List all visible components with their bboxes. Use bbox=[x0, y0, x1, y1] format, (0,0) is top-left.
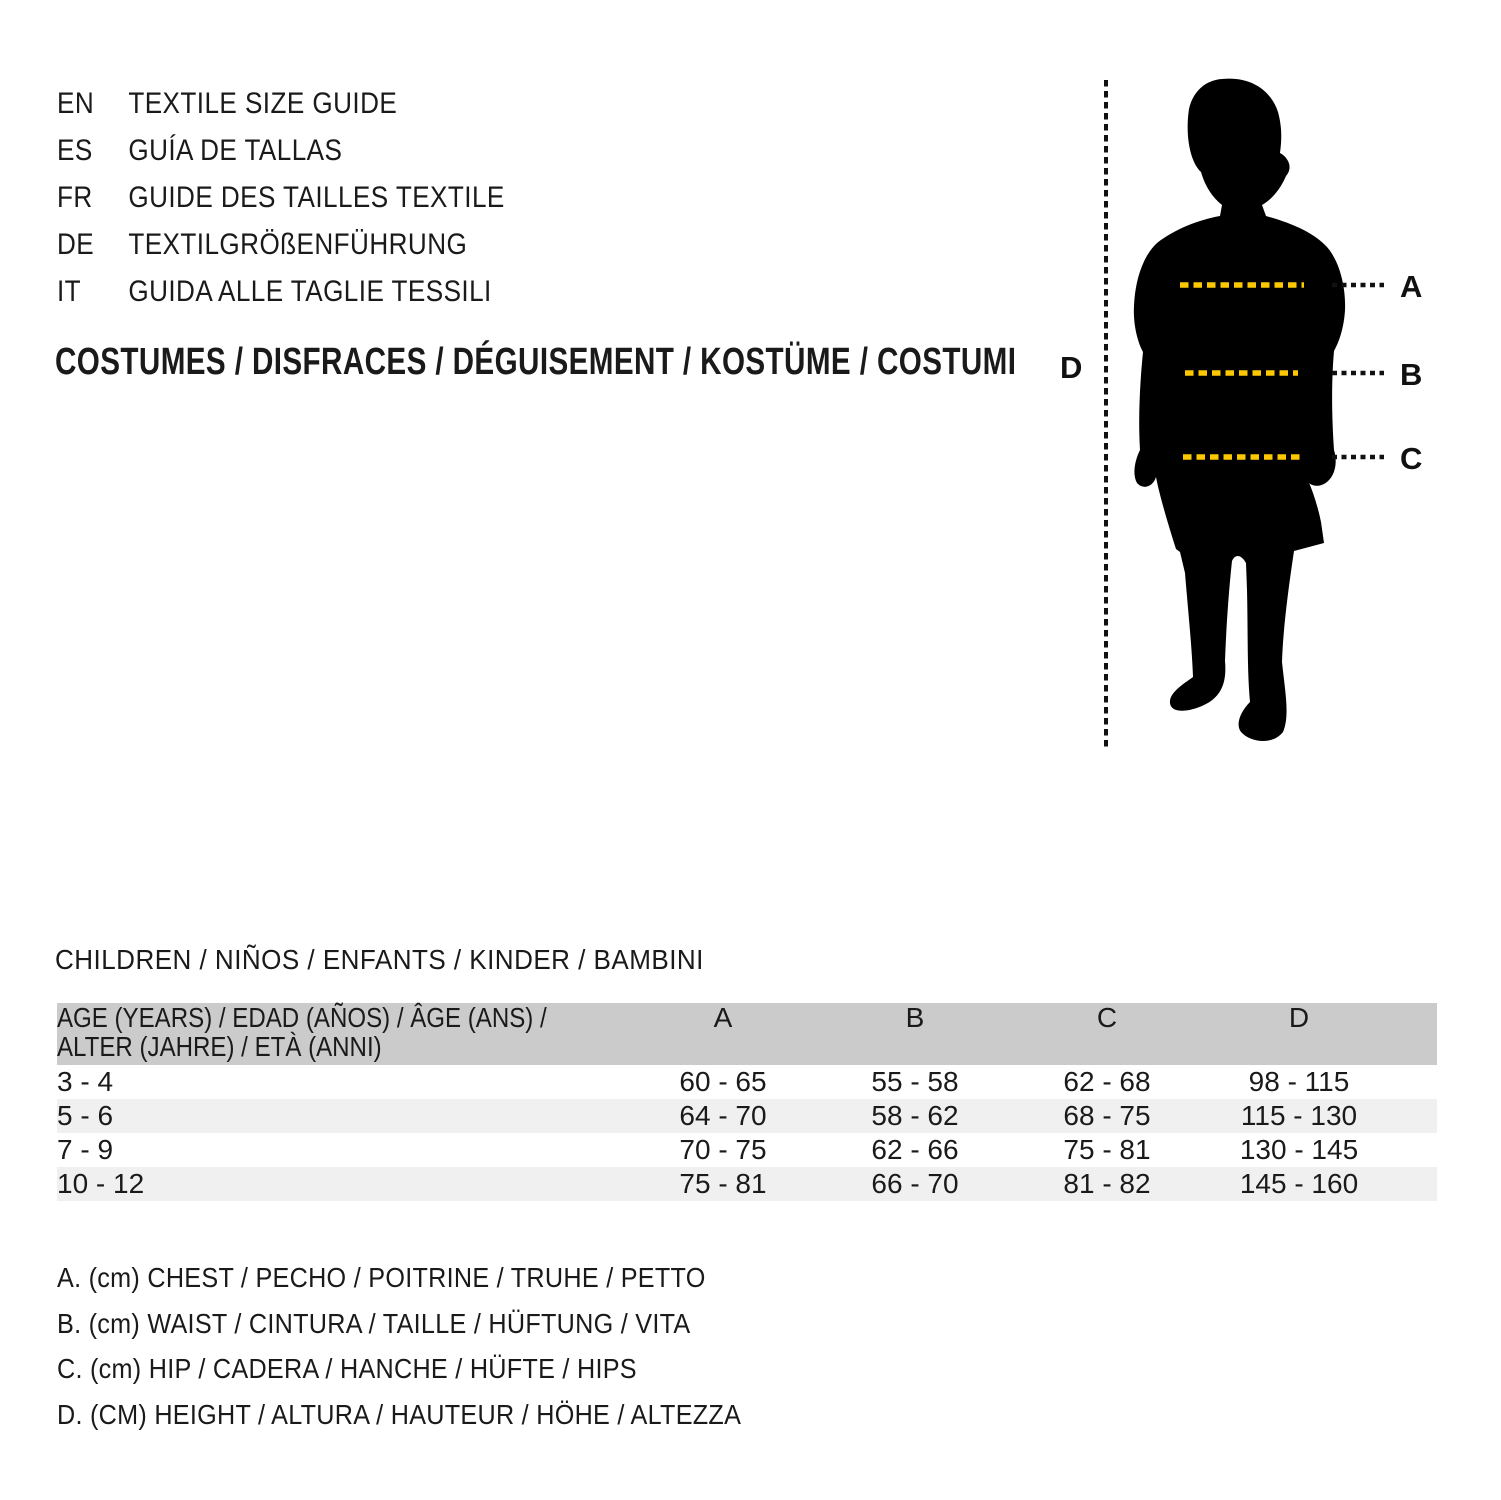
measurement-legend: A. (cm) CHEST / PECHO / POITRINE / TRUHE… bbox=[57, 1255, 817, 1437]
language-title: GUIDE DES TAILLES TEXTILE bbox=[128, 181, 505, 214]
hip-range: 62 - 68 bbox=[1063, 1066, 1151, 1097]
language-row-it: IT GUIDA ALLE TAGLIE TESSILI bbox=[57, 268, 505, 315]
legend-chest: A. (cm) CHEST / PECHO / POITRINE / TRUHE… bbox=[57, 1262, 706, 1293]
language-row-de: DE TEXTILGRÖßENFÜHRUNG bbox=[57, 221, 505, 268]
height-range: 145 - 160 bbox=[1239, 1168, 1359, 1199]
language-title: TEXTILE SIZE GUIDE bbox=[128, 87, 398, 120]
age-value: 7 - 9 bbox=[57, 1134, 114, 1165]
header-spacer bbox=[1395, 1003, 1437, 1065]
table-row: 7 - 9 70 - 75 62 - 66 75 - 81 130 - 145 bbox=[57, 1133, 1437, 1167]
legend-waist: B. (cm) WAIST / CINTURA / TAILLE / HÜFTU… bbox=[57, 1307, 691, 1339]
waist-range: 66 - 70 bbox=[871, 1168, 959, 1199]
column-header-a: A bbox=[713, 1002, 733, 1033]
waist-label-b: B bbox=[1400, 357, 1422, 392]
table-row: 3 - 4 60 - 65 55 - 58 62 - 68 98 - 115 bbox=[57, 1065, 1437, 1099]
chest-range: 60 - 65 bbox=[679, 1066, 767, 1097]
column-header-d: D bbox=[1288, 1002, 1310, 1033]
language-code: EN bbox=[57, 87, 95, 120]
table-row: 10 - 12 75 - 81 66 - 70 81 - 82 145 - 16… bbox=[57, 1167, 1437, 1201]
language-row-fr: FR GUIDE DES TAILLES TEXTILE bbox=[57, 174, 505, 221]
chest-range: 75 - 81 bbox=[679, 1168, 767, 1199]
height-range: 115 - 130 bbox=[1240, 1100, 1358, 1131]
row-spacer bbox=[1395, 1133, 1437, 1167]
category-headline: COSTUMES / DISFRACES / DÉGUISEMENT / KOS… bbox=[55, 341, 1017, 383]
children-size-table: AGE (YEARS) / EDAD (AÑOS) / ÂGE (ANS) / … bbox=[57, 1003, 1437, 1201]
waist-range: 58 - 62 bbox=[871, 1100, 959, 1131]
height-label-d: D bbox=[1060, 350, 1082, 385]
age-value: 5 - 6 bbox=[57, 1100, 114, 1131]
language-code: FR bbox=[57, 181, 93, 214]
column-header-b: B bbox=[905, 1002, 925, 1033]
row-spacer bbox=[1395, 1167, 1437, 1201]
height-range: 98 - 115 bbox=[1248, 1066, 1350, 1097]
child-silhouette-icon bbox=[1133, 78, 1346, 742]
legend-hip: C. (cm) HIP / CADERA / HANCHE / HÜFTE / … bbox=[57, 1353, 637, 1384]
table-row: 5 - 6 64 - 70 58 - 62 68 - 75 115 - 130 bbox=[57, 1099, 1437, 1133]
table-header-row: AGE (YEARS) / EDAD (AÑOS) / ÂGE (ANS) / … bbox=[57, 1003, 1437, 1065]
waist-range: 55 - 58 bbox=[871, 1066, 959, 1097]
chest-label-a: A bbox=[1400, 269, 1422, 304]
age-header-line1: AGE (YEARS) / EDAD (AÑOS) / ÂGE (ANS) / bbox=[57, 1002, 547, 1033]
measurement-figure: D A B C bbox=[1060, 78, 1422, 748]
column-header-c: C bbox=[1096, 1002, 1118, 1033]
language-list: EN TEXTILE SIZE GUIDE ES GUÍA DE TALLAS … bbox=[57, 80, 505, 315]
language-title: GUÍA DE TALLAS bbox=[128, 134, 343, 167]
language-row-es: ES GUÍA DE TALLAS bbox=[57, 127, 505, 174]
hip-range: 68 - 75 bbox=[1063, 1100, 1151, 1131]
chest-range: 64 - 70 bbox=[679, 1100, 767, 1131]
age-header-line2: ALTER (JAHRE) / ETÀ (ANNI) bbox=[57, 1031, 382, 1062]
height-range: 130 - 145 bbox=[1239, 1134, 1359, 1165]
language-code: IT bbox=[57, 275, 82, 308]
language-title: GUIDA ALLE TAGLIE TESSILI bbox=[128, 275, 492, 308]
language-code: DE bbox=[57, 228, 95, 261]
age-value: 10 - 12 bbox=[57, 1168, 145, 1199]
language-row-en: EN TEXTILE SIZE GUIDE bbox=[57, 80, 505, 127]
hip-label-c: C bbox=[1400, 441, 1422, 476]
children-section-title: CHILDREN / NIÑOS / ENFANTS / KINDER / BA… bbox=[55, 944, 704, 975]
language-title: TEXTILGRÖßENFÜHRUNG bbox=[128, 228, 468, 261]
age-column-header: AGE (YEARS) / EDAD (AÑOS) / ÂGE (ANS) / … bbox=[57, 1003, 627, 1065]
hip-range: 75 - 81 bbox=[1063, 1134, 1151, 1165]
legend-height: D. (CM) HEIGHT / ALTURA / HAUTEUR / HÖHE… bbox=[57, 1398, 742, 1430]
language-code: ES bbox=[57, 134, 93, 167]
hip-range: 81 - 82 bbox=[1063, 1168, 1151, 1199]
age-value: 3 - 4 bbox=[57, 1066, 114, 1097]
row-spacer bbox=[1395, 1099, 1437, 1133]
waist-range: 62 - 66 bbox=[871, 1134, 959, 1165]
chest-range: 70 - 75 bbox=[679, 1134, 767, 1165]
row-spacer bbox=[1395, 1065, 1437, 1099]
